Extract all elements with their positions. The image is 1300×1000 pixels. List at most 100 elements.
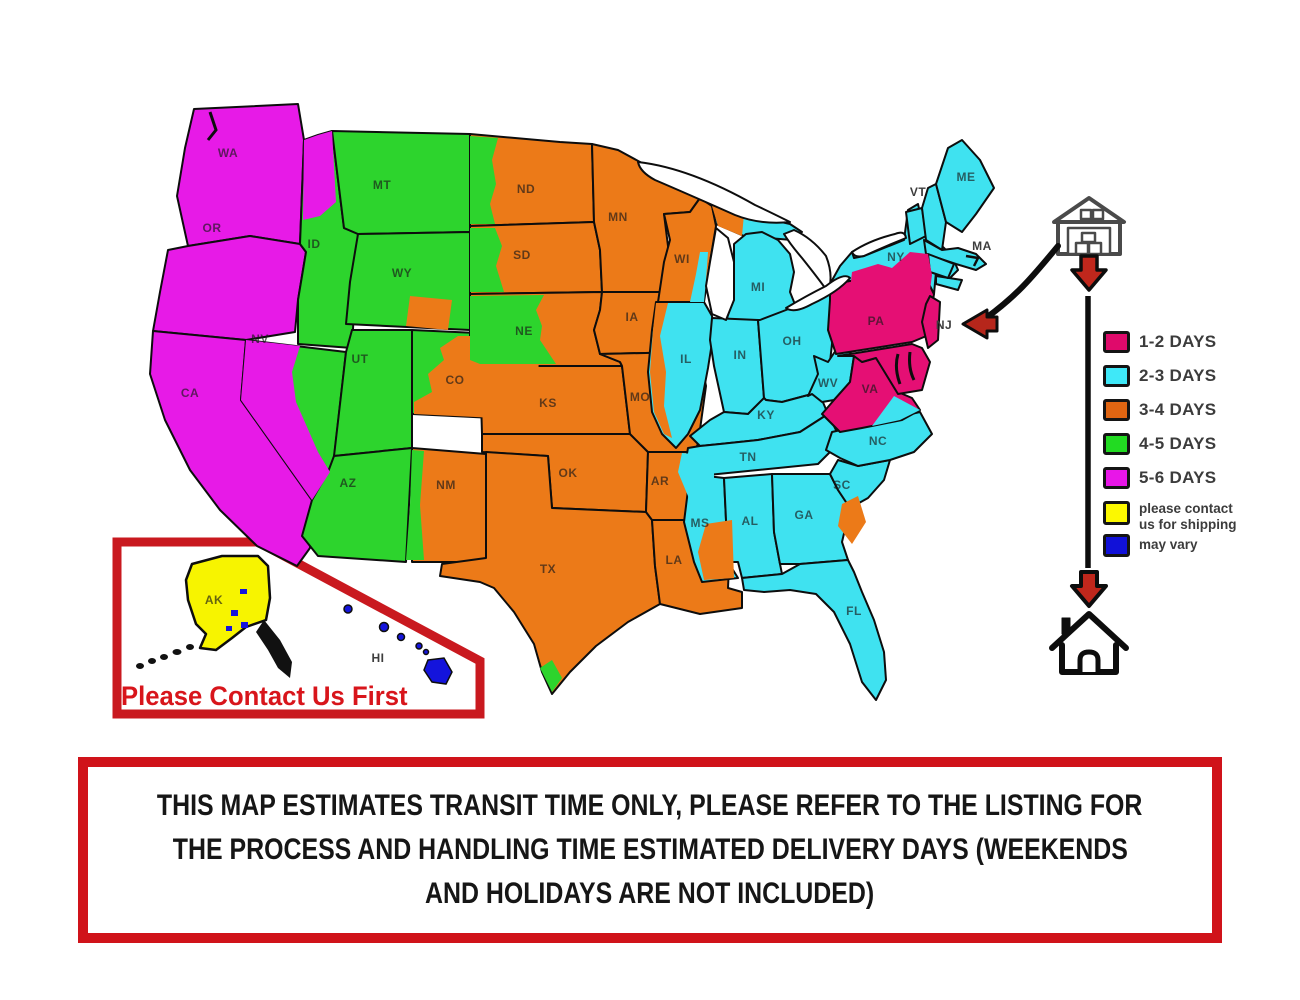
warehouse-icon [1052, 196, 1126, 256]
legend: 1-2 DAYS 2-3 DAYS 3-4 DAYS 4-5 DAYS 5-6 … [1103, 331, 1237, 559]
hawaii-big-island [423, 657, 453, 685]
legend-item-1-2-days: 1-2 DAYS [1103, 331, 1237, 353]
disclaimer-line2: THE PROCESS AND HANDLING TIME ESTIMATED … [172, 833, 1128, 866]
delaware-bay-detail [908, 351, 916, 381]
state-label-fl: FL [846, 604, 862, 618]
state-label-va: VA [862, 382, 879, 396]
legend-label-line1: please contact [1139, 501, 1233, 516]
state-label-hi: HI [372, 651, 385, 665]
legend-label: 1-2 DAYS [1139, 332, 1217, 351]
sc-coast-34-overlay [838, 496, 866, 544]
cape-cod-detail [965, 254, 980, 267]
disclaimer-line1: THIS MAP ESTIMATES TRANSIT TIME ONLY, PL… [157, 789, 1143, 822]
id-panhandle-56-overlay [303, 131, 336, 220]
curved-route-arrow [983, 243, 1061, 321]
state-label-or: OR [203, 221, 222, 235]
chesapeake-bay-detail [894, 353, 902, 385]
state-in [709, 317, 765, 415]
state-fl [741, 559, 887, 701]
legend-swatch-5-6 [1103, 467, 1130, 489]
legend-swatch-may-vary [1103, 534, 1130, 557]
il-west-34-overlay [650, 303, 672, 438]
puget-sound-detail [206, 111, 218, 141]
lake-michigan [705, 227, 735, 321]
disclaimer-line3: AND HOLIDAYS ARE NOT INCLUDED) [425, 877, 875, 910]
down-arrow-bottom-icon [1070, 570, 1108, 608]
state-label-ut: UT [352, 352, 369, 366]
state-wa [176, 103, 305, 247]
state-label-in: IN [734, 348, 747, 362]
state-label-ar: AR [651, 474, 669, 488]
nv-west-56-overlay [241, 340, 330, 500]
state-nm [411, 447, 487, 563]
legend-swatch-4-5 [1103, 433, 1130, 455]
down-arrow-top-icon [1070, 254, 1108, 292]
legend-swatch-2-3 [1103, 365, 1130, 387]
state-label-ga: GA [795, 508, 814, 522]
state-mt [331, 130, 471, 235]
state-label-mt: MT [373, 178, 391, 192]
wi-se-23-overlay [690, 252, 708, 302]
legend-item-may-vary: may vary [1103, 534, 1237, 557]
legend-swatch-contact [1103, 501, 1130, 525]
legend-label: 5-6 DAYS [1139, 468, 1217, 487]
warehouse-box-right [1087, 241, 1103, 256]
legend-label: 4-5 DAYS [1139, 434, 1217, 453]
warehouse-window-right [1091, 208, 1105, 221]
coastal-details [206, 111, 980, 385]
state-label-ia: IA [626, 310, 639, 324]
warehouse-box-left [1074, 241, 1090, 256]
legend-label: 3-4 DAYS [1139, 400, 1217, 419]
state-label-tx: TX [540, 562, 556, 576]
ny-south-12-overlay [850, 252, 932, 290]
nm-west-45-overlay [406, 450, 424, 560]
state-nc [825, 411, 933, 467]
state-label-mo: MO [630, 390, 650, 404]
state-label-mi: MI [751, 280, 765, 294]
ne-west-45-overlay [470, 295, 556, 364]
alaska-shape [184, 554, 272, 652]
state-label-nd: ND [517, 182, 535, 196]
legend-label: may vary [1139, 537, 1198, 552]
state-label-il: IL [680, 352, 692, 366]
state-label-ca: CA [181, 386, 199, 400]
state-label-co: CO [446, 373, 465, 387]
lake-erie [785, 275, 851, 312]
state-label-sc: SC [833, 478, 851, 492]
state-ut [333, 329, 413, 457]
ms-se-34-overlay [698, 520, 734, 580]
nd-west-45-overlay [470, 136, 498, 224]
state-label-la: LA [666, 553, 683, 567]
state-label-wy: WY [392, 266, 412, 280]
house-icon [1049, 611, 1129, 675]
lake-ontario [851, 231, 907, 258]
inset-contact-message: Please Contact Us First [121, 681, 408, 711]
state-label-ms: MS [691, 516, 710, 530]
warehouse-window-left [1079, 208, 1093, 221]
legend-item-contact: please contact us for shipping [1103, 501, 1237, 532]
great-lakes [637, 161, 907, 321]
hawaii-islands [343, 604, 453, 685]
left-arrowhead-icon [961, 308, 999, 340]
state-label-ok: OK [559, 466, 578, 480]
state-label-az: AZ [340, 476, 357, 490]
legend-swatch-1-2 [1103, 331, 1130, 353]
state-label-ky: KY [757, 408, 775, 422]
state-li [935, 275, 963, 291]
ar-east-23-overlay [678, 453, 714, 518]
warehouse-box-top [1080, 231, 1097, 244]
legend-label: 2-3 DAYS [1139, 366, 1217, 385]
state-label-wv: WV [818, 376, 838, 390]
state-label-wa: WA [218, 146, 238, 160]
state-label-tn: TN [740, 450, 757, 464]
state-label-ks: KS [539, 396, 557, 410]
state-label-nv: NV [251, 332, 269, 346]
sd-west-45-overlay [470, 228, 504, 292]
state-label-ma: MA [972, 239, 992, 253]
legend-item-3-4-days: 3-4 DAYS [1103, 399, 1237, 421]
state-label-me: ME [957, 170, 976, 184]
legend-item-5-6-days: 5-6 DAYS [1103, 467, 1237, 489]
disclaimer-box: THIS MAP ESTIMATES TRANSIT TIME ONLY, PL… [78, 757, 1222, 943]
